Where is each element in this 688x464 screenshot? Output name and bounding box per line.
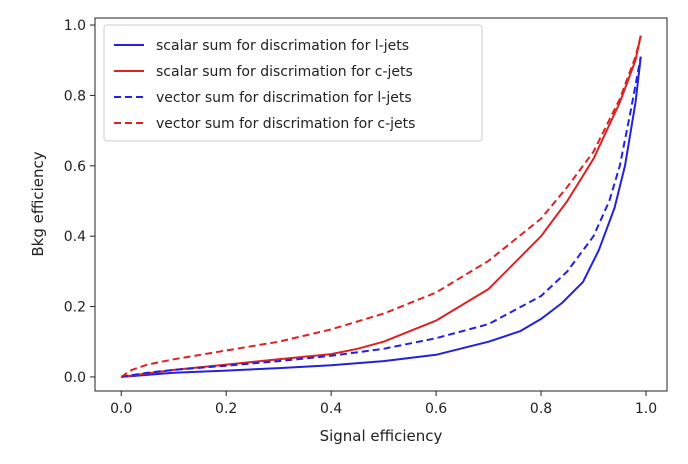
legend-label-4: vector sum for discrimation for c-jets bbox=[156, 116, 415, 132]
x-tick-label: 0.4 bbox=[320, 401, 342, 417]
x-tick-label: 0.2 bbox=[215, 401, 237, 417]
series-line-1 bbox=[121, 56, 642, 378]
legend-box bbox=[103, 24, 483, 142]
plot-lines bbox=[120, 35, 642, 378]
y-tick-label: 0.8 bbox=[64, 88, 86, 104]
x-axis-label: Signal efficiency bbox=[320, 427, 443, 445]
legend-label-1: scalar sum for discrimation for l-jets bbox=[156, 38, 409, 54]
plot-frame bbox=[94, 17, 668, 392]
y-axis: 0.0 0.2 0.4 0.6 0.8 1.0 bbox=[64, 18, 95, 386]
legend-label-2: scalar sum for discrimation for c-jets bbox=[156, 64, 413, 80]
y-tick-label: 0.0 bbox=[64, 370, 86, 386]
legend-label-3: vector sum for discrimation for l-jets bbox=[156, 90, 412, 106]
series-line-4 bbox=[120, 35, 642, 378]
y-tick-label: 0.4 bbox=[64, 229, 86, 245]
x-axis: 0.0 0.2 0.4 0.6 0.8 1.0 bbox=[110, 391, 657, 417]
y-axis-label: Bkg efficiency bbox=[29, 151, 47, 256]
y-tick-label: 1.0 bbox=[64, 18, 86, 34]
series-line-3 bbox=[121, 56, 642, 378]
x-tick-label: 0.0 bbox=[110, 401, 132, 417]
y-tick-label: 0.2 bbox=[64, 300, 86, 316]
x-tick-label: 0.8 bbox=[530, 401, 552, 417]
x-tick-label: 0.6 bbox=[425, 401, 447, 417]
legend: scalar sum for discrimation for l-jets sc… bbox=[103, 24, 483, 142]
y-tick-label: 0.6 bbox=[64, 159, 86, 175]
x-tick-label: 1.0 bbox=[635, 401, 657, 417]
